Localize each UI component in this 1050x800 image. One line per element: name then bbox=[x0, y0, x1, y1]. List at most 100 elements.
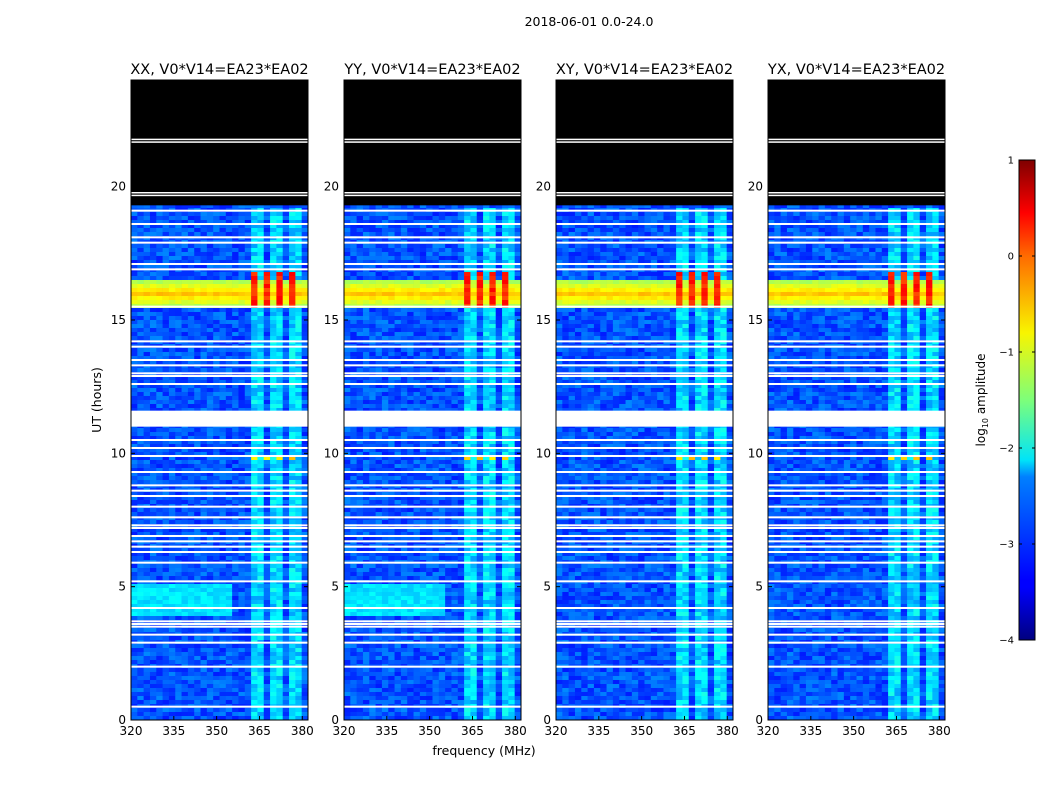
heatmap-cell bbox=[149, 688, 157, 692]
heatmap-cell bbox=[282, 508, 290, 512]
flagged-row bbox=[131, 241, 308, 244]
heatmap-cell bbox=[225, 296, 233, 300]
heatmap-cell bbox=[137, 588, 144, 592]
heatmap-cell bbox=[289, 616, 296, 620]
heatmap-cell bbox=[270, 248, 277, 252]
heatmap-cell bbox=[175, 440, 182, 444]
heatmap-cell bbox=[156, 672, 163, 676]
heatmap-cell bbox=[156, 300, 163, 304]
heatmap-cell bbox=[143, 572, 151, 576]
heatmap-cell bbox=[282, 676, 290, 680]
heatmap-cell bbox=[289, 508, 296, 512]
heatmap-cell bbox=[289, 432, 296, 436]
heatmap-cell bbox=[289, 688, 296, 692]
heatmap-cell bbox=[301, 692, 309, 696]
heatmap-cell bbox=[143, 368, 151, 372]
heatmap-cell bbox=[131, 328, 138, 332]
heatmap-cell bbox=[270, 616, 277, 620]
heatmap-cell bbox=[131, 352, 138, 356]
heatmap-cell bbox=[282, 276, 290, 280]
heatmap-cell bbox=[200, 328, 208, 332]
heatmap-cell bbox=[131, 600, 138, 604]
heatmap-cell bbox=[276, 332, 284, 336]
heatmap-cell bbox=[181, 324, 189, 328]
heatmap-cell bbox=[181, 652, 189, 656]
heatmap-cell bbox=[206, 232, 214, 236]
heatmap-cell bbox=[162, 572, 170, 576]
heatmap-cell bbox=[225, 500, 233, 504]
heatmap-cell bbox=[156, 500, 163, 504]
heatmap-cell bbox=[200, 392, 208, 396]
heatmap-cell bbox=[131, 548, 138, 552]
heatmap-cell bbox=[162, 468, 170, 472]
heatmap-cell bbox=[213, 352, 220, 356]
heatmap-cell bbox=[194, 348, 201, 352]
heatmap-cell bbox=[257, 588, 265, 592]
heatmap-cell bbox=[131, 676, 138, 680]
heatmap-cell bbox=[143, 212, 151, 216]
heatmap-cell bbox=[289, 272, 296, 276]
heatmap-cell bbox=[219, 456, 227, 460]
heatmap-cell bbox=[143, 464, 151, 468]
heatmap-cell bbox=[187, 276, 195, 280]
heatmap-cell bbox=[251, 276, 258, 280]
heatmap-cell bbox=[244, 380, 252, 384]
heatmap-cell bbox=[289, 284, 296, 288]
heatmap-cell bbox=[194, 588, 201, 592]
heatmap-cell bbox=[175, 684, 182, 688]
heatmap-cell bbox=[263, 260, 271, 264]
heatmap-cell bbox=[295, 680, 302, 684]
heatmap-cell bbox=[263, 292, 271, 296]
heatmap-cell bbox=[156, 448, 163, 452]
heatmap-cell bbox=[301, 380, 309, 384]
heatmap-cell bbox=[282, 352, 290, 356]
heatmap-cell bbox=[282, 712, 290, 716]
heatmap-cell bbox=[162, 360, 170, 364]
heatmap-cell bbox=[232, 652, 239, 656]
heatmap-cell bbox=[175, 548, 182, 552]
heatmap-cell bbox=[244, 564, 252, 568]
heatmap-cell bbox=[295, 676, 302, 680]
heatmap-cell bbox=[276, 368, 284, 372]
heatmap-cell bbox=[276, 596, 284, 600]
heatmap-cell bbox=[156, 676, 163, 680]
heatmap-cell bbox=[187, 432, 195, 436]
heatmap-cell bbox=[251, 260, 258, 264]
heatmap-cell bbox=[270, 316, 277, 320]
heatmap-cell bbox=[263, 672, 271, 676]
heatmap-cell bbox=[181, 696, 189, 700]
heatmap-cell bbox=[289, 648, 296, 652]
heatmap-cell bbox=[225, 676, 233, 680]
heatmap-cell bbox=[156, 616, 163, 620]
heatmap-cell bbox=[162, 492, 170, 496]
heatmap-cell bbox=[238, 604, 246, 608]
heatmap-cell bbox=[175, 480, 182, 484]
heatmap-cell bbox=[168, 688, 176, 692]
heatmap-cell bbox=[301, 696, 309, 700]
heatmap-cell bbox=[131, 564, 138, 568]
heatmap-cell bbox=[181, 368, 189, 372]
heatmap-cell bbox=[156, 600, 163, 604]
heatmap-cell bbox=[162, 440, 170, 444]
heatmap-cell bbox=[263, 520, 271, 524]
heatmap-cell bbox=[200, 404, 208, 408]
heatmap-cell bbox=[257, 380, 265, 384]
heatmap-cell bbox=[200, 556, 208, 560]
heatmap-cell bbox=[282, 436, 290, 440]
heatmap-cell bbox=[276, 244, 284, 248]
heatmap-cell bbox=[251, 472, 258, 476]
heatmap-cell bbox=[181, 564, 189, 568]
heatmap-cell bbox=[276, 436, 284, 440]
heatmap-cell bbox=[213, 592, 220, 596]
heatmap-cell bbox=[270, 400, 277, 404]
heatmap-cell bbox=[149, 576, 157, 580]
heatmap-cell bbox=[270, 292, 277, 296]
heatmap-cell bbox=[200, 320, 208, 324]
heatmap-cell bbox=[137, 628, 144, 632]
heatmap-cell bbox=[276, 472, 284, 476]
heatmap-cell bbox=[232, 680, 239, 684]
heatmap-cell bbox=[162, 596, 170, 600]
heatmap-cell bbox=[251, 224, 258, 228]
heatmap-cell bbox=[156, 520, 163, 524]
heatmap-cell bbox=[282, 612, 290, 616]
